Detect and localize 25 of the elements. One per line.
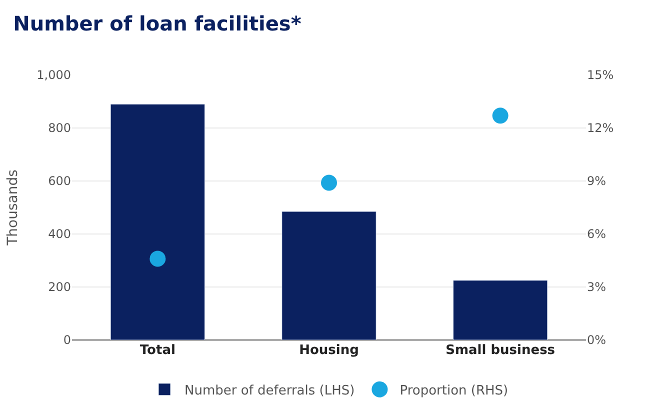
point [150, 250, 166, 267]
point [321, 174, 337, 191]
legend-label: Number of deferrals (LHS) [184, 383, 355, 398]
y-tick-label: 1,000 [36, 68, 71, 82]
y-tick-label: 800 [48, 121, 71, 136]
point [492, 108, 508, 124]
y2-tick-label: 0% [587, 333, 606, 348]
y2-tick-label: 12% [587, 121, 614, 136]
y-tick-label: 0 [63, 333, 71, 348]
y2-tick-label: 15% [587, 68, 614, 82]
y-tick-label: 200 [48, 280, 71, 294]
x-tick-label: Small business [446, 343, 556, 358]
y2-tick-label: 3% [587, 280, 606, 294]
bar [282, 211, 376, 340]
y-tick-label: 400 [48, 227, 71, 242]
y2-tick-label: 6% [587, 227, 606, 242]
bar [110, 104, 206, 340]
chart-title: Number of loan facilities* [13, 12, 302, 36]
y-axis-title: Thousands [5, 170, 22, 246]
y-tick-label: 600 [48, 174, 71, 188]
x-tick-label: Total [140, 343, 176, 358]
legend-label: Proportion (RHS) [400, 383, 508, 398]
bar [452, 280, 548, 340]
x-tick-label: Housing [299, 343, 359, 358]
y2-tick-label: 9% [587, 174, 606, 188]
